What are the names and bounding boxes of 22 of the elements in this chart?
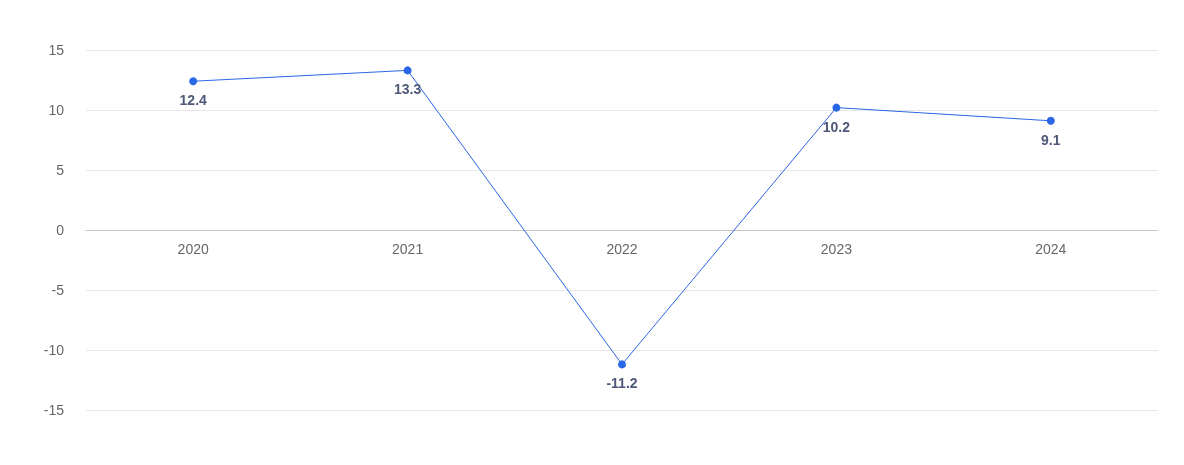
data-label: 12.4	[179, 92, 208, 109]
data-label: 10.2	[822, 118, 851, 135]
data-label: 13.3	[393, 81, 422, 98]
x-tick-label: 2022	[606, 241, 638, 257]
x-tick-label: 2023	[820, 241, 853, 257]
point	[403, 66, 412, 75]
y-tick-label: 15	[48, 42, 65, 58]
y-tick-label: 0	[56, 222, 65, 238]
data-label: 9.1	[1041, 131, 1061, 148]
y-tick-label: -15	[43, 402, 65, 418]
y-tick-label: 5	[56, 162, 65, 178]
point	[1046, 116, 1055, 125]
point	[832, 103, 841, 112]
y-tick-label: -10	[43, 342, 65, 358]
y-tick-label: 10	[48, 102, 65, 118]
x-tick-label: 2024	[1035, 241, 1067, 257]
data-label: -11.2	[606, 375, 638, 392]
x-tick-label: 2020	[177, 241, 209, 257]
point	[189, 77, 198, 86]
y-tick-label: -5	[51, 282, 65, 298]
point	[618, 360, 626, 369]
x-tick-label: 2021	[392, 241, 424, 257]
